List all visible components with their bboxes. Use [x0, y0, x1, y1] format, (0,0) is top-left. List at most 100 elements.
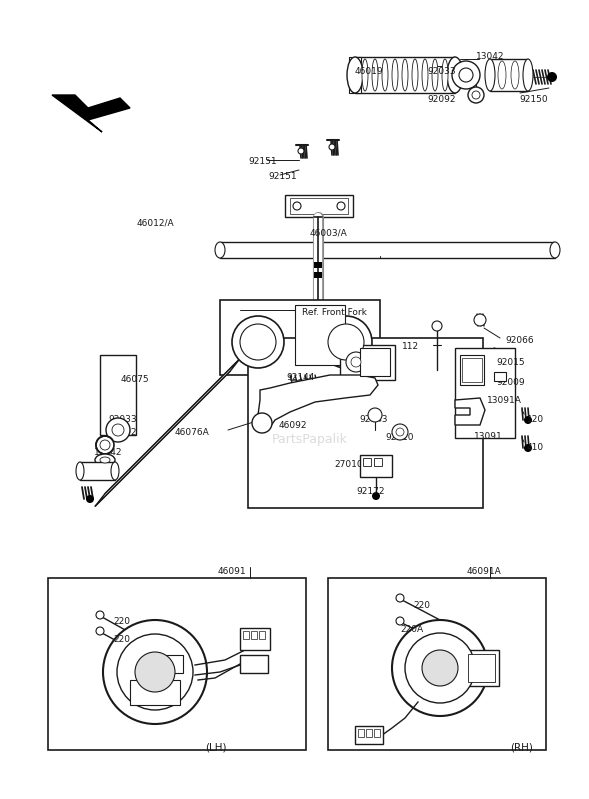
Text: 92151: 92151 — [268, 172, 297, 181]
Circle shape — [252, 413, 272, 433]
Circle shape — [293, 202, 301, 210]
Text: 92066: 92066 — [505, 336, 534, 345]
Circle shape — [106, 418, 130, 442]
Text: 92092: 92092 — [427, 95, 455, 104]
Circle shape — [117, 634, 193, 710]
Text: (RH): (RH) — [510, 743, 533, 753]
Bar — [130, 680, 180, 705]
Text: Ref. Front Fork: Ref. Front Fork — [302, 308, 367, 317]
Text: 13091: 13091 — [474, 432, 503, 441]
Text: 220: 220 — [413, 601, 430, 610]
Bar — [290, 198, 348, 214]
Bar — [490, 59, 528, 91]
Circle shape — [337, 202, 345, 210]
Bar — [259, 631, 265, 639]
Circle shape — [472, 91, 480, 99]
Ellipse shape — [432, 59, 438, 91]
Circle shape — [547, 72, 557, 82]
Circle shape — [346, 352, 366, 372]
Text: 92210: 92210 — [385, 433, 413, 442]
Polygon shape — [95, 359, 240, 507]
Text: 410: 410 — [527, 443, 544, 452]
Ellipse shape — [523, 59, 533, 91]
Bar — [240, 628, 270, 650]
Circle shape — [86, 495, 94, 503]
Circle shape — [432, 321, 442, 331]
Text: 13042: 13042 — [476, 52, 505, 61]
Ellipse shape — [402, 59, 408, 91]
Text: 92172: 92172 — [356, 487, 385, 496]
Bar — [360, 455, 392, 477]
Bar — [80, 462, 115, 480]
Text: 13042: 13042 — [94, 448, 123, 457]
Text: 92150: 92150 — [519, 95, 548, 104]
Bar — [314, 262, 322, 268]
Ellipse shape — [76, 462, 84, 480]
Text: (LH): (LH) — [205, 743, 227, 753]
Ellipse shape — [215, 242, 225, 258]
Bar — [460, 355, 484, 385]
Circle shape — [328, 324, 364, 360]
Bar — [240, 655, 268, 673]
Text: 92151: 92151 — [248, 157, 277, 166]
Circle shape — [135, 652, 175, 692]
Text: 46076A: 46076A — [175, 428, 210, 437]
Text: 46019: 46019 — [355, 67, 383, 76]
Text: 92143: 92143 — [359, 415, 388, 424]
Bar — [374, 729, 380, 737]
Bar — [363, 458, 371, 466]
Text: 46091: 46091 — [218, 567, 247, 576]
Bar — [220, 300, 380, 375]
Ellipse shape — [372, 59, 378, 91]
Bar — [494, 372, 506, 381]
Ellipse shape — [362, 59, 368, 91]
Text: 92150: 92150 — [75, 470, 104, 479]
Text: 92015: 92015 — [496, 358, 525, 367]
Polygon shape — [52, 95, 130, 132]
Ellipse shape — [100, 457, 110, 463]
Circle shape — [396, 428, 404, 436]
Ellipse shape — [447, 57, 463, 93]
Text: 120: 120 — [527, 415, 544, 424]
Bar — [349, 57, 361, 93]
Circle shape — [96, 627, 104, 635]
Ellipse shape — [422, 59, 428, 91]
Circle shape — [112, 424, 124, 436]
Bar — [464, 650, 499, 686]
Ellipse shape — [485, 59, 495, 91]
Ellipse shape — [550, 242, 560, 258]
Text: 27010: 27010 — [334, 460, 363, 469]
Text: 46092: 46092 — [279, 421, 307, 430]
Text: 92033: 92033 — [108, 415, 137, 424]
Circle shape — [468, 87, 484, 103]
Circle shape — [396, 617, 404, 625]
Polygon shape — [455, 398, 485, 425]
Circle shape — [459, 68, 473, 82]
Circle shape — [474, 314, 486, 326]
Bar — [248, 338, 483, 508]
Bar — [462, 358, 482, 382]
Bar — [374, 458, 382, 466]
Circle shape — [524, 416, 532, 424]
Circle shape — [396, 594, 404, 602]
Bar — [251, 631, 257, 639]
Bar — [366, 729, 372, 737]
Text: 46075: 46075 — [121, 375, 150, 384]
Bar — [355, 726, 383, 744]
Circle shape — [100, 440, 110, 450]
Ellipse shape — [382, 59, 388, 91]
Text: 46003/A: 46003/A — [310, 228, 348, 237]
Circle shape — [392, 620, 488, 716]
Ellipse shape — [511, 61, 519, 89]
Bar — [314, 272, 322, 278]
Circle shape — [405, 633, 475, 703]
Ellipse shape — [392, 59, 398, 91]
Bar — [48, 578, 306, 750]
Circle shape — [351, 357, 361, 367]
Circle shape — [329, 144, 335, 150]
Circle shape — [232, 316, 284, 368]
Circle shape — [392, 424, 408, 440]
Circle shape — [96, 611, 104, 619]
Text: 46091A: 46091A — [467, 567, 502, 576]
Bar — [328, 578, 546, 750]
